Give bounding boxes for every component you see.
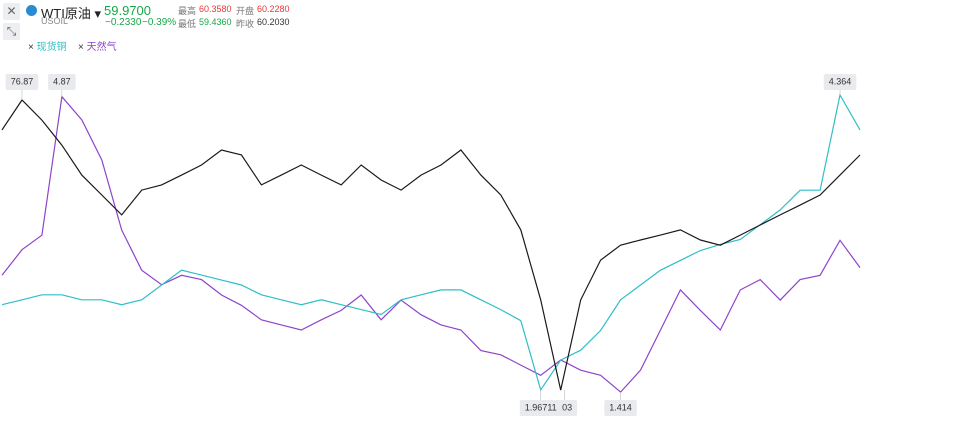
- label-text: 1.414: [609, 402, 632, 412]
- label-box: [48, 74, 76, 90]
- label-box: [604, 400, 637, 416]
- symbol-code: USOIL: [41, 16, 69, 26]
- symbol-icon: [26, 5, 37, 16]
- open-label: 开盘: [236, 6, 255, 16]
- open: 60.2280: [257, 4, 290, 14]
- value-label: 4.87: [48, 74, 76, 90]
- legend-item[interactable]: × 天然气: [78, 42, 117, 53]
- shrink-button[interactable]: ⤡: [3, 23, 20, 40]
- label-text: 103: [557, 402, 572, 412]
- legend-item[interactable]: × 现货铜: [28, 42, 67, 53]
- symbol-name-text: WTI原油: [41, 6, 91, 21]
- value-label: 4.364: [823, 74, 857, 90]
- label-text: 4.87: [53, 76, 71, 86]
- symbol-name[interactable]: WTI原油 ▾: [41, 6, 101, 21]
- series-line: [1, 93, 861, 392]
- label-box: [823, 74, 857, 90]
- prev-label: 昨收: [236, 19, 255, 29]
- low-label: 最低: [178, 19, 197, 29]
- label-box: [519, 400, 562, 416]
- legend-label: 现货铜: [36, 42, 67, 53]
- change: −0.2330: [105, 17, 142, 28]
- value-label: 76.87: [5, 74, 39, 90]
- legend-label: 天然气: [86, 42, 117, 53]
- label-text: 76.87: [11, 76, 34, 86]
- close-button[interactable]: ✕: [3, 3, 20, 20]
- label-box: [5, 74, 39, 90]
- value-label: 1.414: [604, 400, 637, 416]
- prev-close: 60.2030: [257, 17, 290, 27]
- high-label: 最高: [178, 6, 197, 16]
- label-text: 1.96711: [525, 402, 557, 412]
- high: 60.3580: [199, 4, 232, 14]
- series-line: [1, 99, 861, 391]
- value-label: 1.96711: [519, 400, 562, 416]
- low: 59.4360: [199, 17, 232, 27]
- last-price: 59.9700: [104, 3, 151, 18]
- label-text: 4.364: [829, 76, 852, 86]
- series-line: [1, 95, 861, 393]
- change-pct: −0.39%: [142, 17, 177, 28]
